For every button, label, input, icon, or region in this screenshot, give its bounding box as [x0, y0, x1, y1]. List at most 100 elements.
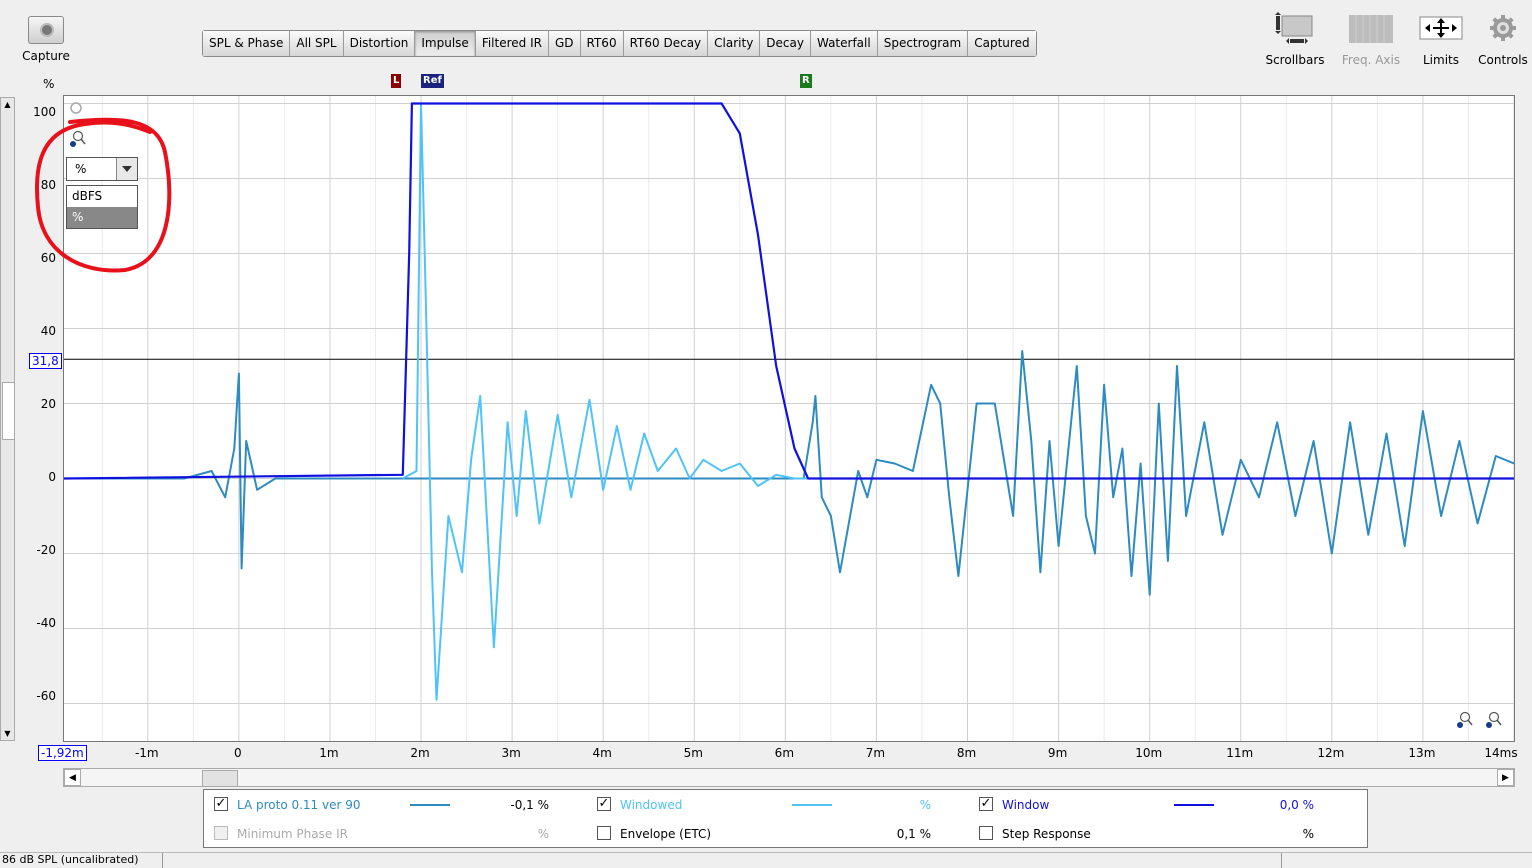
- x-tick-label: 3m: [501, 746, 521, 760]
- freq-axis-button[interactable]: Freq. Axis: [1339, 12, 1403, 67]
- step-response-checkbox[interactable]: [979, 826, 993, 840]
- limits-button[interactable]: Limits: [1415, 12, 1467, 67]
- scrollbars-label: Scrollbars: [1265, 53, 1325, 67]
- controls-button[interactable]: Controls: [1476, 12, 1530, 67]
- y-unit-option-percent[interactable]: %: [67, 207, 137, 228]
- series-line-windowed: [402, 102, 809, 701]
- y-tick-label: 40: [40, 324, 56, 338]
- ref-marker[interactable]: Ref: [421, 74, 444, 88]
- y-tick-label: 100: [33, 105, 56, 119]
- horizontal-scrollbar[interactable]: ◀ ▶: [63, 768, 1515, 787]
- legend-swatch: [410, 804, 450, 806]
- horizontal-scroll-thumb[interactable]: [202, 770, 238, 787]
- cursor-x-value: -1,92m: [38, 745, 87, 761]
- x-tick-label: 8m: [956, 746, 977, 760]
- scroll-left-icon[interactable]: ◀: [64, 769, 81, 786]
- x-tick-label: 4m: [592, 746, 612, 760]
- legend-value: %: [1302, 827, 1314, 841]
- right-marker[interactable]: R: [800, 74, 812, 88]
- tab-rt60-decay[interactable]: RT60 Decay: [623, 31, 709, 56]
- x-tick-label: 14ms: [1484, 746, 1518, 760]
- x-tick-label: 7m: [865, 746, 886, 760]
- zoom-out-icon[interactable]: [68, 100, 86, 118]
- status-level: 86 dB SPL (uncalibrated): [0, 853, 163, 868]
- series-line-la-proto-0-11-ver-90: [64, 350, 1515, 596]
- legend-label: Envelope (ETC): [620, 827, 712, 841]
- vertical-scrollbar[interactable]: ▲ ▼: [0, 97, 15, 741]
- freq-axis-icon: [1339, 12, 1403, 44]
- legend-value: %: [537, 827, 549, 841]
- y-unit-selected-value: %: [75, 162, 87, 176]
- window-checkbox[interactable]: ✓: [979, 796, 993, 811]
- minimum-phase-ir-checkbox[interactable]: [214, 826, 228, 840]
- tab-clarity[interactable]: Clarity: [708, 31, 761, 56]
- view-tabs: SPL & Phase All SPL Distortion Impulse F…: [202, 30, 1037, 57]
- impulse-chart[interactable]: [63, 96, 1515, 741]
- x-tick-label: 5m: [683, 746, 703, 760]
- tab-captured[interactable]: Captured: [968, 31, 1036, 56]
- y-tick-label: -40: [36, 616, 56, 630]
- la-proto-checkbox[interactable]: ✓: [214, 796, 228, 811]
- cursor-y-value: 31,8: [29, 353, 62, 369]
- scroll-up-icon[interactable]: ▲: [4, 100, 11, 109]
- y-unit-options: dBFS %: [66, 185, 138, 229]
- y-tick-label: 60: [40, 251, 56, 265]
- legend-swatch: [792, 804, 832, 806]
- legend-value: %: [919, 798, 931, 812]
- legend-value: -0,1 %: [510, 798, 549, 812]
- chevron-down-icon[interactable]: [116, 158, 137, 180]
- scrollbars-icon: [1263, 12, 1327, 44]
- limits-icon: [1415, 12, 1467, 44]
- capture-label: Capture: [22, 49, 70, 63]
- vertical-scroll-thumb[interactable]: [2, 382, 15, 440]
- tab-distortion[interactable]: Distortion: [343, 31, 416, 56]
- series-line-window: [63, 102, 1514, 480]
- legend-label: Window: [1002, 798, 1050, 812]
- status-bar: 86 dB SPL (uncalibrated): [0, 852, 1532, 868]
- tab-decay[interactable]: Decay: [760, 31, 811, 56]
- y-tick-label: -60: [36, 689, 56, 703]
- y-axis-unit: %: [43, 77, 55, 91]
- status-segment: [161, 853, 1282, 868]
- x-tick-label: -1m: [134, 746, 159, 760]
- x-tick-label: 2m: [410, 746, 430, 760]
- tab-spl-phase[interactable]: SPL & Phase: [203, 31, 291, 56]
- y-unit-option-dbfs[interactable]: dBFS: [72, 189, 103, 203]
- zoom-out-icon[interactable]: [1455, 711, 1473, 729]
- tab-rt60[interactable]: RT60: [580, 31, 624, 56]
- trace-legend: ✓ LA proto 0.11 ver 90 -0,1 % ✓ Windowed…: [203, 789, 1368, 848]
- scrollbars-button[interactable]: Scrollbars: [1263, 12, 1327, 67]
- y-tick-label: 20: [40, 397, 56, 411]
- left-marker[interactable]: L: [391, 74, 402, 88]
- zoom-in-icon[interactable]: [1484, 711, 1502, 729]
- zoom-in-icon[interactable]: [68, 130, 86, 148]
- x-tick-label: 0: [234, 746, 242, 760]
- x-tick-label: 6m: [774, 746, 795, 760]
- impulse-plot[interactable]: [63, 95, 1515, 742]
- tab-impulse[interactable]: Impulse: [415, 31, 476, 56]
- y-unit-selector[interactable]: % dBFS %: [66, 157, 138, 229]
- legend-swatch: [1174, 804, 1214, 806]
- scroll-down-icon[interactable]: ▼: [4, 729, 11, 738]
- tab-all-spl[interactable]: All SPL: [290, 31, 344, 56]
- tab-filtered-ir[interactable]: Filtered IR: [475, 31, 549, 56]
- x-tick-label: 11m: [1226, 746, 1254, 760]
- legend-value: 0,1 %: [896, 827, 931, 841]
- scroll-right-icon[interactable]: ▶: [1497, 769, 1514, 786]
- limits-label: Limits: [1423, 53, 1459, 67]
- legend-label: Step Response: [1002, 827, 1091, 841]
- tab-spectrogram[interactable]: Spectrogram: [877, 31, 969, 56]
- freq-axis-label: Freq. Axis: [1341, 53, 1401, 67]
- capture-button[interactable]: Capture: [14, 14, 78, 63]
- y-tick-label: 80: [40, 178, 56, 192]
- x-tick-label: 12m: [1317, 746, 1345, 760]
- controls-label: Controls: [1478, 53, 1528, 67]
- envelope-etc-checkbox[interactable]: [597, 826, 611, 840]
- windowed-checkbox[interactable]: ✓: [597, 796, 611, 811]
- x-tick-label: 1m: [319, 746, 339, 760]
- legend-label: Minimum Phase IR: [237, 827, 348, 841]
- tab-waterfall[interactable]: Waterfall: [810, 31, 878, 56]
- tab-gd[interactable]: GD: [548, 31, 581, 56]
- legend-label: Windowed: [620, 798, 683, 812]
- y-unit-select[interactable]: %: [66, 157, 138, 181]
